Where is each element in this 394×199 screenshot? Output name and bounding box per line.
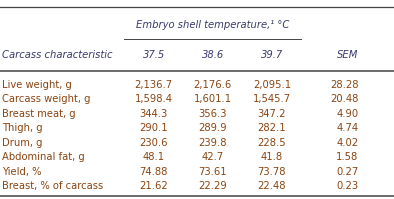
Text: 1,598.4: 1,598.4 [135, 94, 173, 104]
Text: 2,136.7: 2,136.7 [135, 80, 173, 90]
Text: SEM: SEM [337, 50, 359, 60]
Text: Live weight, g: Live weight, g [2, 80, 72, 90]
Text: 1,545.7: 1,545.7 [253, 94, 291, 104]
Text: 290.1: 290.1 [139, 123, 168, 133]
Text: Drum, g: Drum, g [2, 138, 43, 148]
Text: Breast meat, g: Breast meat, g [2, 109, 76, 119]
Text: Yield, %: Yield, % [2, 167, 41, 177]
Text: 282.1: 282.1 [258, 123, 286, 133]
Text: 356.3: 356.3 [199, 109, 227, 119]
Text: 228.5: 228.5 [258, 138, 286, 148]
Text: 73.61: 73.61 [199, 167, 227, 177]
Text: 344.3: 344.3 [139, 109, 168, 119]
Text: 4.74: 4.74 [336, 123, 359, 133]
Text: 239.8: 239.8 [199, 138, 227, 148]
Text: Carcass characteristic: Carcass characteristic [2, 50, 112, 60]
Text: 0.27: 0.27 [336, 167, 359, 177]
Text: 20.48: 20.48 [330, 94, 359, 104]
Text: 0.23: 0.23 [336, 181, 359, 191]
Text: 4.02: 4.02 [336, 138, 359, 148]
Text: Breast, % of carcass: Breast, % of carcass [2, 181, 103, 191]
Text: 1.58: 1.58 [336, 152, 359, 162]
Text: 289.9: 289.9 [199, 123, 227, 133]
Text: 28.28: 28.28 [330, 80, 359, 90]
Text: 347.2: 347.2 [258, 109, 286, 119]
Text: 22.29: 22.29 [199, 181, 227, 191]
Text: 22.48: 22.48 [258, 181, 286, 191]
Text: 42.7: 42.7 [202, 152, 224, 162]
Text: 73.78: 73.78 [258, 167, 286, 177]
Text: 41.8: 41.8 [261, 152, 283, 162]
Text: 38.6: 38.6 [202, 50, 224, 60]
Text: Embryo shell temperature,¹ °C: Embryo shell temperature,¹ °C [136, 20, 290, 30]
Text: Thigh, g: Thigh, g [2, 123, 43, 133]
Text: 48.1: 48.1 [143, 152, 165, 162]
Text: Abdominal fat, g: Abdominal fat, g [2, 152, 85, 162]
Text: 37.5: 37.5 [143, 50, 165, 60]
Text: 1,601.1: 1,601.1 [194, 94, 232, 104]
Text: 39.7: 39.7 [261, 50, 283, 60]
Text: 2,176.6: 2,176.6 [193, 80, 232, 90]
Text: Carcass weight, g: Carcass weight, g [2, 94, 91, 104]
Text: 230.6: 230.6 [139, 138, 168, 148]
Text: 2,095.1: 2,095.1 [253, 80, 291, 90]
Text: 21.62: 21.62 [139, 181, 168, 191]
Text: 4.90: 4.90 [336, 109, 359, 119]
Text: 74.88: 74.88 [139, 167, 168, 177]
